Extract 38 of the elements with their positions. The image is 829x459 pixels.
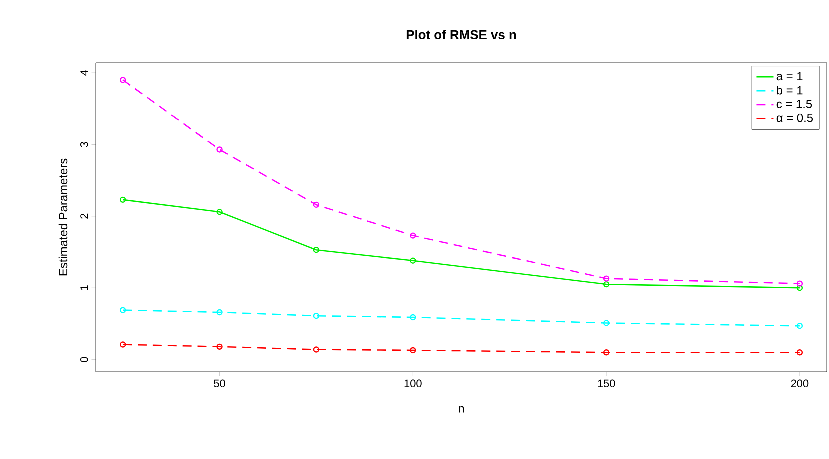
y-tick-label: 1: [80, 286, 88, 290]
x-tick-label: 200: [791, 380, 809, 388]
legend-label: b = 1: [777, 86, 803, 95]
point: [796, 323, 804, 330]
point: [796, 350, 804, 356]
point: [216, 309, 223, 316]
point: [313, 202, 320, 208]
chart-title: Plot of RMSE vs n: [406, 30, 516, 40]
point: [603, 276, 610, 282]
point: [120, 307, 126, 314]
point: [313, 312, 320, 320]
point: [120, 77, 126, 84]
point: [120, 342, 126, 348]
legend-label: α = 0.5: [776, 114, 814, 122]
point: [216, 146, 223, 153]
x-tick-label: 150: [598, 380, 616, 388]
y-tick-label: 4: [80, 70, 88, 76]
point: [410, 347, 416, 354]
point: [313, 346, 320, 353]
point: [216, 344, 223, 350]
point: [410, 232, 416, 239]
y-tick-label: 0: [80, 357, 88, 362]
point: [313, 247, 320, 254]
x-tick-label: 100: [404, 380, 422, 388]
point: [603, 320, 610, 326]
point: [410, 258, 416, 264]
y-tick-label: 3: [80, 142, 88, 148]
x-tick-label: 50: [214, 380, 226, 388]
point: [603, 281, 610, 288]
y-axis-title: Estimated Parameters: [58, 158, 68, 276]
point: [603, 350, 610, 356]
y-tick-label: 2: [80, 214, 88, 219]
legend-label: c = 1.5: [776, 100, 812, 108]
point: [796, 280, 804, 287]
x-axis-title: n: [458, 406, 464, 413]
legend-label: a = 1: [776, 72, 803, 81]
point: [216, 209, 223, 216]
point: [410, 314, 416, 321]
